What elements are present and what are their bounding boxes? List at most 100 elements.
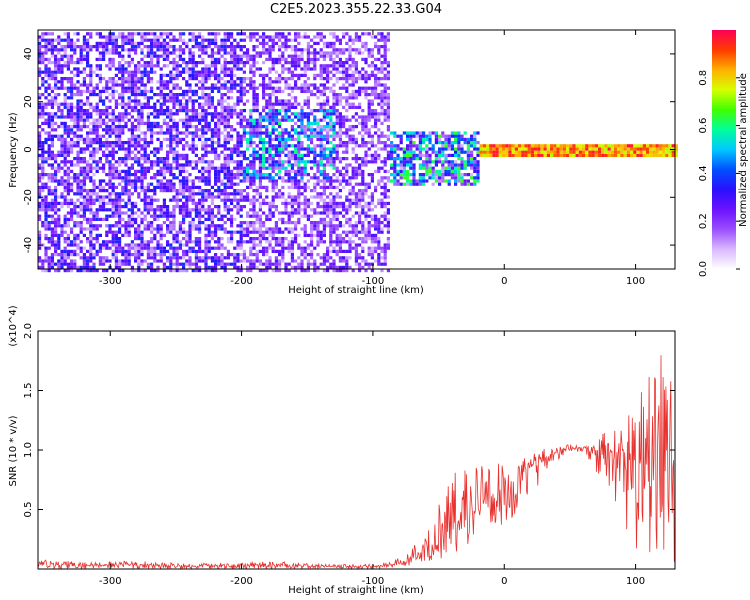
spectrogram-cell [63,141,67,145]
spectrogram-cell [335,93,339,97]
spectrogram-cell [57,150,61,154]
spectrogram-cell [255,153,259,157]
spectrogram-cell [57,224,61,228]
spectrogram-cell [50,205,54,209]
spectrogram-cell [210,233,214,237]
spectrogram-cell [220,259,224,263]
spectrogram-cell [130,246,134,250]
spectrogram-cell [239,259,243,263]
spectrogram-cell [297,35,301,39]
spectrogram-cell [57,93,61,97]
spectrogram-cell [319,169,323,173]
spectrogram-cell [92,217,96,221]
spectrogram-cell [182,125,186,129]
spectrogram-cell [111,243,115,247]
spectrogram-cell [140,240,144,244]
spectrogram-cell [217,205,221,209]
spectrogram-cell [287,61,291,65]
spectrogram-cell [127,243,131,247]
spectrogram-cell [329,153,333,157]
spectrogram-cell [303,102,307,106]
spectrogram-cell [252,32,256,36]
spectrogram-cell [47,185,51,189]
spectrogram-cell [130,86,134,90]
spectrogram-cell [127,86,131,90]
spectrogram-cell [89,70,93,74]
spectrogram-cell [214,256,218,260]
spectrogram-cell [300,144,304,148]
spectrogram-cell [255,189,259,193]
spectrogram-cell [134,32,138,36]
spectrogram-cell [332,249,336,253]
spectrogram-cell [246,48,250,52]
spectrogram-cell [220,99,224,103]
spectrogram-cell [348,224,352,228]
spectrogram-cell [262,131,266,135]
spectrogram-cell [108,230,112,234]
spectrogram-cell [156,269,160,273]
spectrogram-cell [102,163,106,167]
spectrogram-cell [60,137,64,141]
spectrogram-cell [204,102,208,106]
spectrogram-cell [242,179,246,183]
spectrogram-cell [130,137,134,141]
spectrogram-cell [172,77,176,81]
spectrogram-cell [178,256,182,260]
spectrogram-cell [287,137,291,141]
spectrogram-cell [166,157,170,161]
spectrogram-cell [146,221,150,225]
spectrogram-cell [319,256,323,260]
spectrogram-cell [140,131,144,135]
spectrogram-cell [335,121,339,125]
spectrogram-cell [271,189,275,193]
spectrogram-cell [146,32,150,36]
spectrogram-cell [306,112,310,116]
spectrogram-cell [204,237,208,241]
spectrogram-cell [111,45,115,49]
spectrogram-cell [185,61,189,65]
spectrogram-cell [108,77,112,81]
spectrogram-cell [124,249,128,253]
spectrogram-cell [335,102,339,106]
spectrogram-cell [105,189,109,193]
spectrogram-cell [185,45,189,49]
spectrogram-cell [182,166,186,170]
spectrogram-cell [182,243,186,247]
spectrogram-cell [274,86,278,90]
spectrogram-cell [274,230,278,234]
spectrogram-cell [278,134,282,138]
spectrogram-cell [172,189,176,193]
spectrogram-cell [294,224,298,228]
spectrogram-cell [342,105,346,109]
spectrogram-cell [294,259,298,263]
spectrogram-cell [252,163,256,167]
spectrogram-cell [233,144,237,148]
spectrogram-cell [188,61,192,65]
spectrogram-cell [204,217,208,221]
spectrogram-cell [303,128,307,132]
spectrogram-cell [354,166,358,170]
spectrogram-cell [114,51,118,55]
spectrogram-cell [140,105,144,109]
spectrogram-cell [287,240,291,244]
spectrogram-cell [345,57,349,61]
spectrogram-cell [146,153,150,157]
spectrogram-cell [335,243,339,247]
spectrogram-cell [50,227,54,231]
spectrogram-cell [73,61,77,65]
spectrogram-cell [166,256,170,260]
spectrogram-cell [169,198,173,202]
spectrogram-cell [342,157,346,161]
spectrogram-cell [265,160,269,164]
spectrogram-cell [271,112,275,116]
spectrogram-cell [182,32,186,36]
spectrogram-cell [322,185,326,189]
spectrogram-cell [89,208,93,212]
spectrogram-cell [114,128,118,132]
spectrogram-cell [310,195,314,199]
spectrogram-cell [284,45,288,49]
spectrogram-cell [92,253,96,257]
spectrogram-cell [214,189,218,193]
spectrogram-cell [73,125,77,129]
spectrogram-cell [47,102,51,106]
